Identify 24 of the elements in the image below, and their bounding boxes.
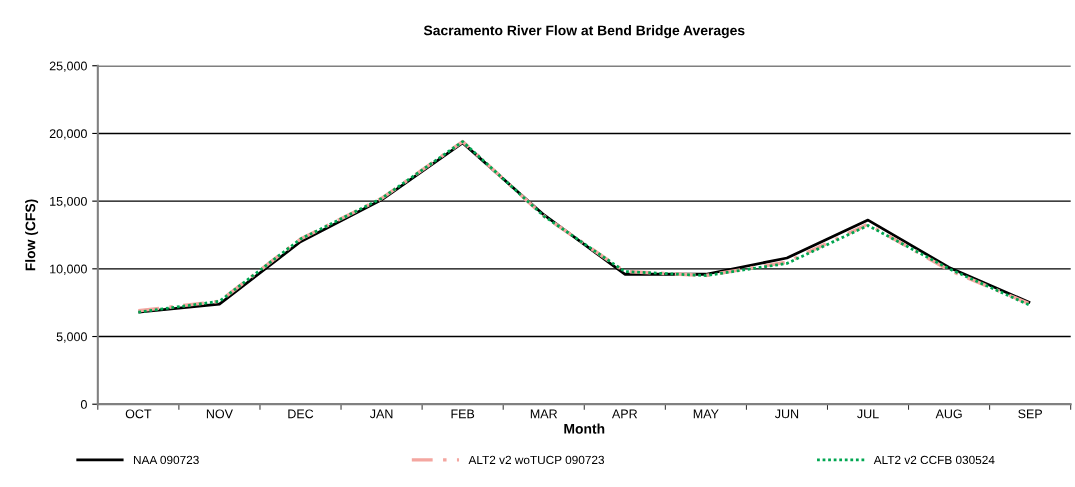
y-tick-label: 20,000 (49, 129, 87, 140)
x-axis-title: Month (564, 423, 605, 434)
x-tick-label: JUN (774, 409, 799, 419)
x-tick-label: APR (611, 409, 638, 419)
x-tick-label: MAR (530, 409, 558, 419)
x-tick-label: JAN (369, 409, 393, 419)
y-tick-label: 25,000 (49, 61, 87, 72)
y-tick-label: 10,000 (50, 264, 87, 275)
legend-label: ALT2 v2 woTUCP 090723 (468, 455, 605, 465)
y-axis-title: Flow (CFS) (25, 199, 39, 271)
legend-label: ALT2 v2 CCFB 030524 (873, 455, 995, 465)
x-tick-label: MAY (693, 409, 719, 419)
y-tick-label: 5,000 (56, 332, 87, 343)
x-tick-label: SEP (1018, 409, 1043, 419)
x-tick-label: JUL (857, 409, 879, 419)
chart-title: Sacramento River Flow at Bend Bridge Averages (423, 25, 745, 39)
y-tick-label: 0 (80, 400, 87, 409)
x-tick-label: DEC (288, 409, 314, 419)
x-tick-label: NOV (206, 409, 233, 419)
x-tick-label: OCT (125, 409, 152, 419)
y-tick-label: 15,000 (50, 196, 87, 208)
x-tick-label: AUG (935, 409, 962, 419)
legend-label: NAA 090723 (133, 455, 199, 465)
x-tick-label: FEB (451, 409, 475, 419)
